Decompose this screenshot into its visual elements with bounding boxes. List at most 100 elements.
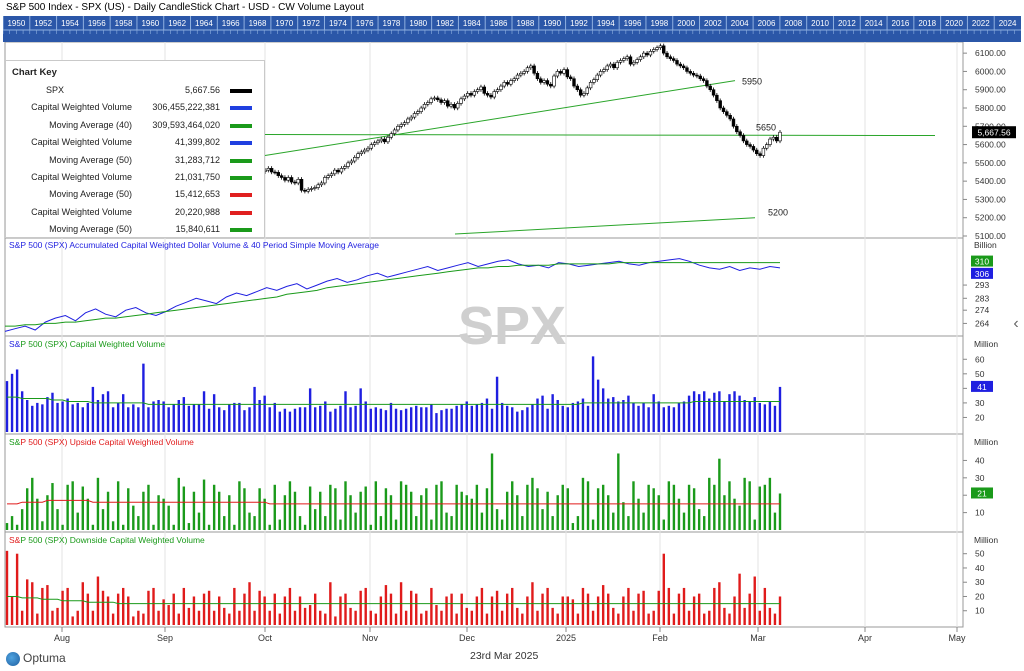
upside-volume-bar [177, 477, 180, 530]
cw-volume-bar [283, 408, 287, 432]
upside-volume-bar [596, 488, 600, 530]
chart-key-row[interactable]: Moving Average (40) 309,593,464,020 [6, 117, 264, 134]
chart-key-series-name: Capital Weighted Volume [31, 137, 132, 148]
candle-body [326, 175, 330, 178]
chart-key-series-name: SPX [45, 85, 64, 95]
cw-volume-bar [71, 404, 74, 432]
year-label-1986[interactable]: 1986 [490, 19, 508, 28]
year-label-2008[interactable]: 2008 [784, 19, 802, 28]
year-navigator-scale[interactable]: 1950 1952 1954 1956 1958 1960 1962 1964 1966 1968… [3, 16, 1021, 42]
year-label-2022[interactable]: 2022 [972, 19, 990, 28]
downside-volume-bar [162, 599, 165, 625]
cw-volume-bar [192, 404, 196, 432]
year-label-1984[interactable]: 1984 [463, 19, 481, 28]
cw-volume-bar [354, 405, 357, 432]
downside-volume-bar [581, 587, 585, 625]
year-label-1962[interactable]: 1962 [168, 19, 186, 28]
upside-volume-bar [571, 523, 575, 530]
upside-volume-bar [728, 481, 731, 530]
year-label-2000[interactable]: 2000 [677, 19, 695, 28]
year-navigator[interactable]: 1950 1952 1954 1956 1958 1960 1962 1964 1966 1968… [3, 16, 1021, 42]
cw-volume-bar [339, 405, 342, 432]
chart-key-row[interactable]: Moving Average (50) 15,840,611 [6, 221, 264, 238]
upside-volume-bar [263, 498, 266, 530]
year-label-2016[interactable]: 2016 [892, 19, 910, 28]
upside-volume-bar [536, 488, 539, 530]
upside-volume-bar [490, 453, 494, 530]
year-label-1950[interactable]: 1950 [7, 19, 25, 28]
chart-key-row[interactable]: Capital Weighted Volume 306,455,222,381 [6, 99, 264, 116]
downside-volume-bar [505, 593, 509, 625]
year-label-1972[interactable]: 1972 [302, 19, 320, 28]
cw-volume-bar [546, 408, 549, 432]
year-label-1974[interactable]: 1974 [329, 19, 347, 28]
year-label-1954[interactable]: 1954 [61, 19, 79, 28]
chart-key-row[interactable]: Moving Average (50) 15,412,653 [6, 186, 264, 203]
year-label-1958[interactable]: 1958 [115, 19, 133, 28]
upside-volume-bar [243, 488, 246, 530]
year-label-1956[interactable]: 1956 [88, 19, 106, 28]
cw-volume-bar [536, 398, 539, 432]
year-label-2014[interactable]: 2014 [865, 19, 883, 28]
year-label-2002[interactable]: 2002 [704, 19, 722, 28]
year-label-1990[interactable]: 1990 [543, 19, 561, 28]
year-label-1998[interactable]: 1998 [650, 19, 668, 28]
year-label-1978[interactable]: 1978 [383, 19, 401, 28]
year-label-1980[interactable]: 1980 [409, 19, 427, 28]
candle-body [612, 63, 616, 69]
year-label-1960[interactable]: 1960 [141, 19, 159, 28]
year-label-2020[interactable]: 2020 [945, 19, 963, 28]
year-label-1996[interactable]: 1996 [624, 19, 642, 28]
year-label-1976[interactable]: 1976 [356, 19, 374, 28]
downside-volume-bar [541, 593, 544, 625]
upside-volume-bar [758, 486, 761, 530]
scroll-left-arrow[interactable]: ‹ [1013, 315, 1018, 332]
year-label-1970[interactable]: 1970 [275, 19, 293, 28]
year-label-1968[interactable]: 1968 [249, 19, 267, 28]
upside-volume-bar [445, 512, 448, 530]
chart-key-series-name: Capital Weighted Volume [31, 171, 132, 182]
chart-key-row[interactable]: Capital Weighted Volume 41,399,802 [6, 134, 264, 151]
cw-volume-title: S&P 500 (SPX) Capital Weighted Volume [9, 339, 165, 349]
upside-volume-bar [576, 516, 580, 530]
upside-volume-bar [475, 484, 479, 530]
year-label-2018[interactable]: 2018 [918, 19, 936, 28]
chart-key-row[interactable]: Capital Weighted Volume 21,031,750 [6, 169, 264, 186]
year-label-2012[interactable]: 2012 [838, 19, 856, 28]
downside-volume-bar [81, 582, 84, 625]
downside-volume-bar [187, 607, 191, 625]
trendline-5200 [454, 217, 756, 235]
chart-key-row[interactable]: Moving Average (50) 31,283,712 [6, 152, 264, 169]
year-label-1964[interactable]: 1964 [195, 19, 213, 28]
year-label-2010[interactable]: 2010 [811, 19, 829, 28]
year-label-2004[interactable]: 2004 [731, 19, 749, 28]
year-label-1992[interactable]: 1992 [570, 19, 588, 28]
upside-volume-bar [46, 495, 49, 530]
price-tick-label: 5800.00 [975, 103, 1006, 113]
candle-body [359, 151, 364, 155]
upside-volume-bar [238, 481, 241, 530]
optuma-logo-icon [6, 651, 20, 666]
year-label-1966[interactable]: 1966 [222, 19, 240, 28]
candle-body [313, 187, 317, 189]
chart-key[interactable]: Chart Key SPX 5,667.56 Capital Weighted Vo… [5, 60, 265, 238]
upside-volume-bar [167, 505, 170, 530]
year-label-2024[interactable]: 2024 [999, 19, 1017, 28]
year-label-1994[interactable]: 1994 [597, 19, 615, 28]
cw-volume-bar [238, 402, 241, 432]
cw-volume-bar [399, 410, 403, 432]
year-label-2006[interactable]: 2006 [758, 19, 776, 28]
candle-body [761, 147, 766, 156]
candle-body [406, 118, 410, 123]
chart-key-row[interactable]: SPX 5,667.56 [6, 82, 264, 99]
year-label-1982[interactable]: 1982 [436, 19, 454, 28]
downside-volume-bar [344, 593, 347, 625]
downside-volume-bar [253, 610, 256, 625]
cw-volume-last-box [971, 380, 993, 392]
upside-volume-bar [106, 491, 110, 530]
year-label-1988[interactable]: 1988 [516, 19, 534, 28]
chart-key-row[interactable]: Capital Weighted Volume 20,220,988 [6, 204, 264, 221]
year-label-1952[interactable]: 1952 [34, 19, 52, 28]
panel2-ylabel: Billion [974, 240, 997, 250]
candle-body [635, 59, 639, 63]
